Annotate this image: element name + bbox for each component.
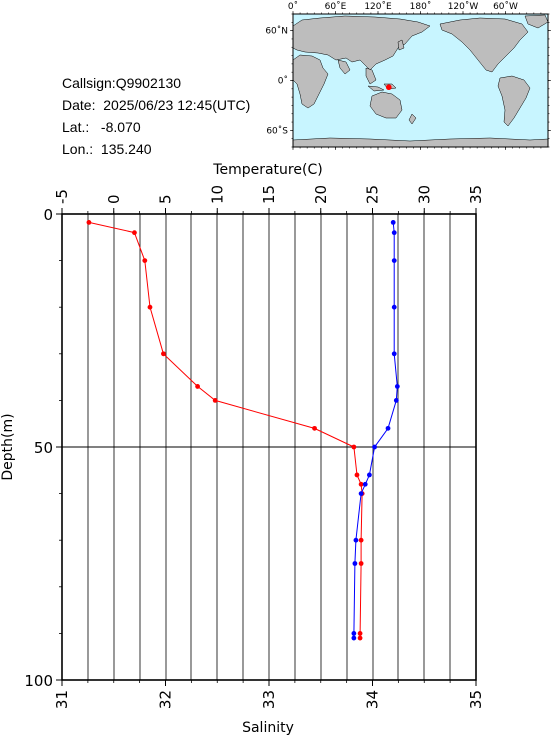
map-lon-label: 120˚W: [448, 1, 479, 12]
float-position-marker: [385, 84, 392, 91]
temperature-profile-line: [88, 221, 363, 639]
location-map: 0˚ 60˚E 120˚E 180˚ 120˚W 60˚W 60˚N 0˚ 60˚S: [265, 1, 551, 150]
vertical-gridlines: [87, 214, 451, 680]
depth-axis-title: Depth(m): [0, 413, 16, 480]
depth-tick-label: 100: [24, 672, 53, 690]
land-eurasia: [292, 15, 431, 71]
temperature-data-point: [354, 472, 360, 478]
salinity-tick-label: 35: [467, 690, 485, 709]
salinity-data-point: [394, 384, 400, 389]
temperature-data-point: [359, 491, 365, 496]
temperature-data-point: [212, 398, 218, 403]
salinity-data-point: [391, 304, 397, 310]
land-north-america: [439, 17, 529, 73]
temperature-data-point: [358, 481, 364, 487]
salinity-data-point: [351, 635, 357, 641]
salinity-data-point: [391, 258, 397, 263]
map-ticks: [290, 11, 551, 150]
longitude-row: Lon.: 135.240: [62, 138, 250, 160]
map-lon-label: 60˚E: [325, 1, 347, 12]
land-africa: [292, 54, 329, 109]
land-india: [337, 59, 351, 75]
map-lon-label: 60˚W: [493, 1, 518, 12]
land-australia: [369, 91, 403, 119]
temperature-data-point: [357, 631, 363, 636]
plot-frame: [61, 213, 477, 681]
land-southeast-asia: [365, 67, 377, 85]
temperature-data-point: [142, 258, 148, 263]
salinity-data-point: [352, 561, 358, 566]
temperature-data-point: [195, 384, 200, 389]
salinity-tick-label: 34: [364, 690, 382, 709]
temperature-data-point: [161, 351, 166, 357]
map-lon-label: 120˚E: [364, 1, 392, 12]
date-text: Date: 2025/06/23 12:45(UTC): [62, 97, 251, 113]
longitude-value: 135.240: [100, 141, 152, 157]
latitude-value: -8.070: [100, 119, 141, 135]
temperature-data-point: [312, 425, 317, 431]
salinity-data-point: [390, 219, 396, 225]
salinity-data-point: [362, 481, 368, 487]
salinity-data-point: [372, 444, 377, 450]
temperature-data-point: [147, 304, 153, 310]
salinity-data-point: [353, 537, 359, 543]
map-land: [292, 14, 549, 148]
land-new-zealand: [408, 113, 417, 125]
land-japan: [397, 39, 405, 51]
map-lon-label: 180˚: [410, 1, 432, 12]
map-lat-label: 60˚S: [266, 125, 288, 136]
land-south-america: [497, 75, 531, 127]
latitude-row: Lat.: -8.070: [62, 116, 250, 138]
salinity-data-point: [391, 351, 397, 357]
salinity-tick-label: 31: [53, 690, 71, 709]
depth-ticks: 0 50 100: [24, 206, 62, 690]
series-lines: [86, 219, 400, 641]
land-greenland: [524, 14, 549, 29]
temperature-data-point: [351, 444, 357, 450]
salinity-profile-line: [353, 222, 398, 639]
plot-border: [61, 213, 477, 681]
map-lat-label: 0˚: [278, 76, 288, 87]
map-lat-label: 60˚N: [265, 26, 288, 37]
salinity-data-point: [366, 472, 372, 478]
salinity-axis-title: Salinity: [242, 720, 294, 736]
temperature-data-point: [357, 635, 363, 641]
salinity-data-point: [351, 631, 357, 636]
salinity-data-point: [358, 491, 364, 496]
latitude-label: Lat.:: [62, 119, 90, 135]
temperature-data-point: [358, 561, 364, 566]
depth-tick-label: 50: [34, 439, 53, 457]
map-lon-label: 0˚: [288, 1, 298, 12]
salinity-data-point: [393, 398, 399, 403]
salinity-data-point: [385, 425, 391, 431]
temperature-data-point: [132, 230, 137, 236]
salinity-tick-label: 32: [157, 690, 175, 709]
temperature-data-point: [86, 219, 92, 225]
salinity-ticks: 31 32 33 34 35: [53, 680, 485, 709]
longitude-label: Lon.:: [62, 141, 94, 157]
salinity-data-point: [391, 230, 397, 236]
salinity-tick-label: 33: [260, 690, 278, 709]
temperature-data-point: [358, 537, 364, 543]
float-info: Callsign:Q9902130 Date: 2025/06/23 12:45…: [62, 72, 250, 160]
map-tick-labels: 0˚ 60˚E 120˚E 180˚ 120˚W 60˚W 60˚N 0˚ 60˚S: [265, 1, 518, 136]
depth-tick-label: 0: [43, 206, 53, 224]
callsign-text: Callsign:Q9902130: [62, 75, 182, 91]
